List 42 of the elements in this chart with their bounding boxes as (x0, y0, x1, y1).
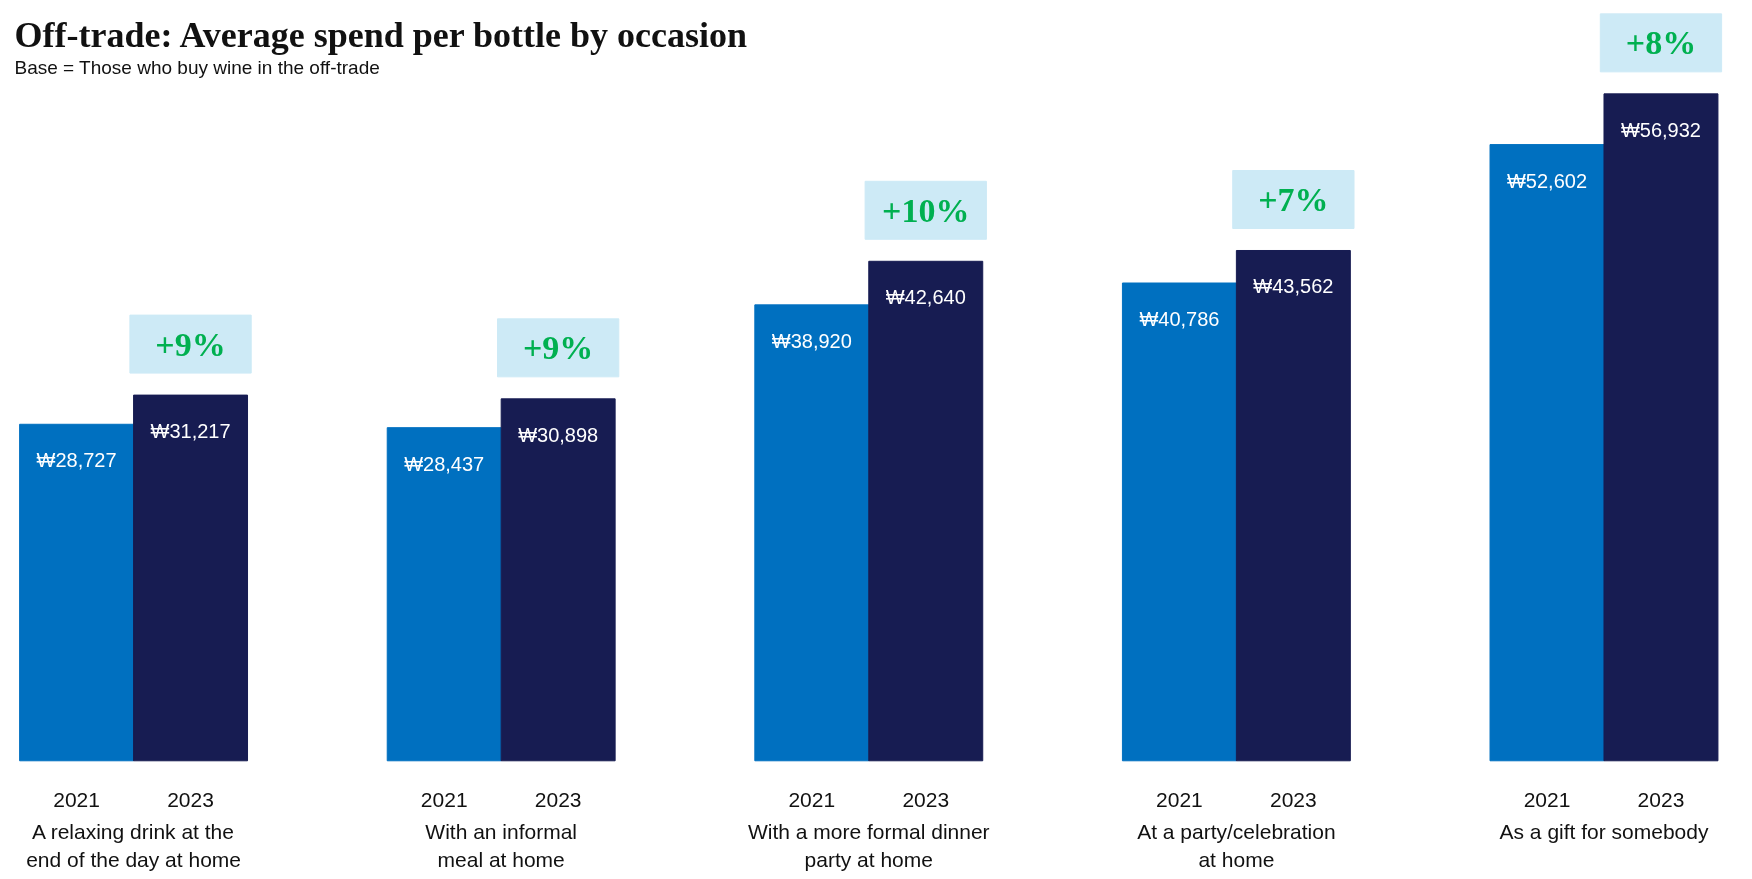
text: 2023 (902, 787, 950, 811)
x-tick-label: As a gift for somebody (1499, 819, 1709, 843)
text: +8% (1625, 24, 1697, 62)
data-label: ₩43,562 (1253, 275, 1334, 298)
data-label: ₩31,217 (150, 420, 231, 443)
bar (386, 427, 502, 762)
bar (1603, 93, 1719, 762)
bar (500, 398, 616, 762)
bar (868, 260, 984, 762)
bar (1489, 144, 1605, 762)
x-tick-label: A relaxing drink at the end of the day at home (26, 819, 241, 872)
chart-title: Off-trade: Average spend per bottle by occasion (14, 14, 748, 55)
text: 2023 (534, 787, 582, 811)
data-label: ₩28,727 (36, 449, 117, 472)
x-tick-label: With a more formal dinner party at home (747, 819, 990, 872)
data-label: ₩28,437 (404, 452, 485, 475)
data-label: ₩40,786 (1139, 308, 1220, 331)
annotation: +9% (155, 325, 226, 363)
annotation: +9% (522, 329, 594, 367)
text: 2021 (1523, 787, 1571, 811)
annotation: +10% (882, 191, 970, 229)
bar (133, 394, 249, 762)
x-tick-label: With an informal meal at home (425, 819, 578, 872)
text: 2023 (1270, 787, 1317, 811)
annotation: +7% (1258, 180, 1329, 218)
data-label: ₩38,920 (771, 329, 852, 352)
data-label: ₩52,602 (1506, 169, 1588, 192)
series-label: 2023 (167, 787, 214, 811)
bar (754, 304, 870, 762)
data-label: ₩30,898 (518, 423, 599, 446)
data-label: ₩56,932 (1620, 118, 1701, 141)
text: 2021 (1156, 787, 1203, 811)
bar (1121, 282, 1237, 762)
bar (1235, 249, 1351, 762)
text: 2023 (1637, 787, 1685, 811)
data-label: ₩42,640 (885, 286, 966, 309)
bar (19, 423, 135, 762)
x-tick-label: At a party/celebration at home (1137, 819, 1336, 872)
series-label: 2021 (53, 787, 100, 811)
text: 2021 (420, 787, 468, 811)
text: 2021 (788, 787, 836, 811)
chart-subtitle: Base = Those who buy wine in the off-trade (14, 56, 380, 78)
